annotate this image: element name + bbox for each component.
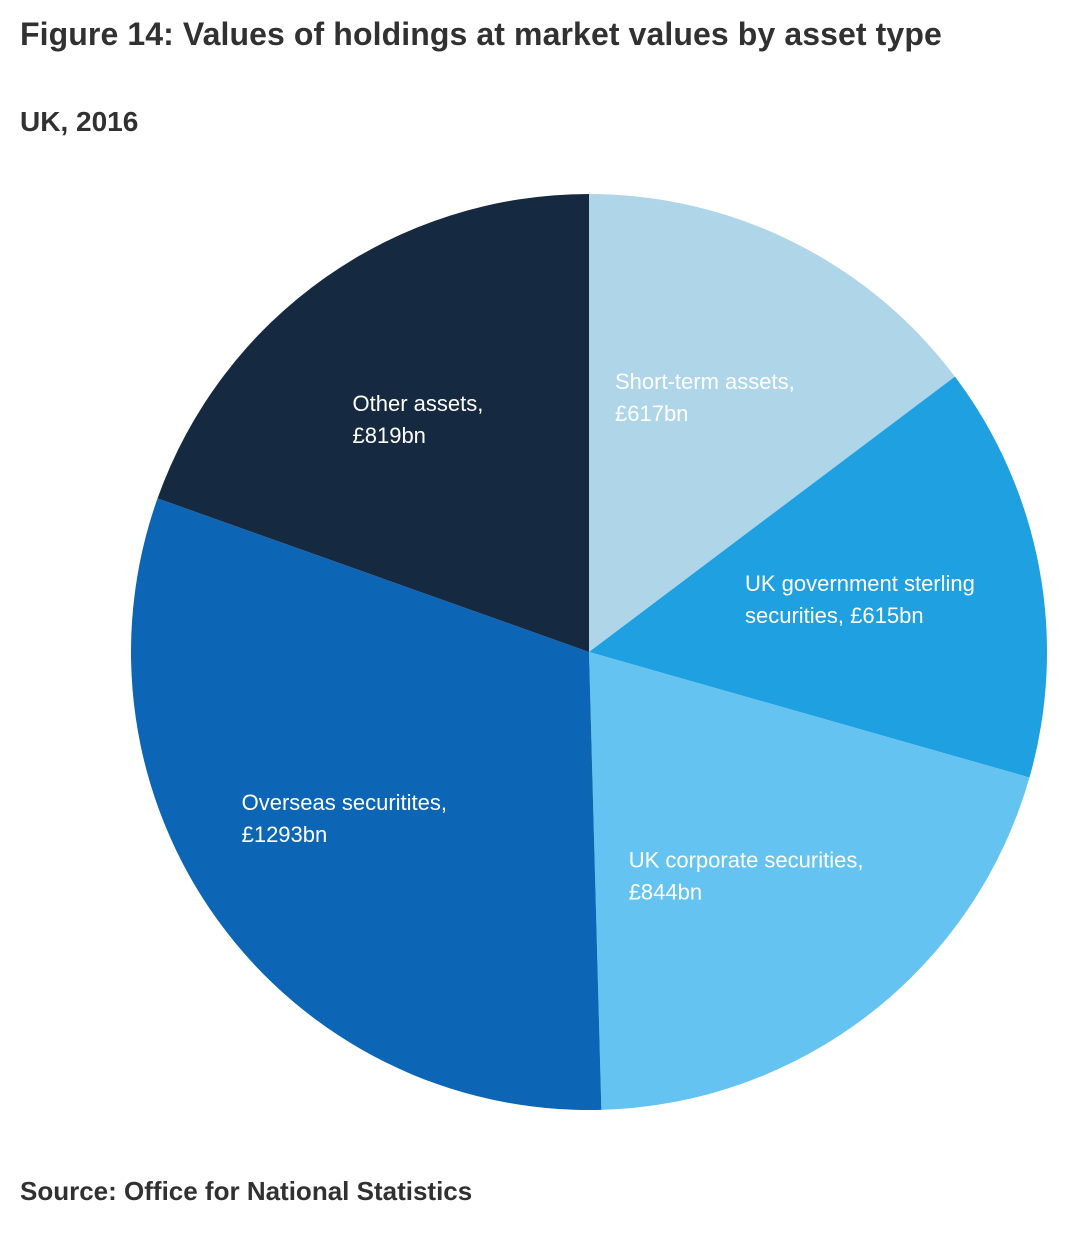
source-note: Source: Office for National Statistics	[20, 1176, 473, 1206]
pie-slice-other-assets	[157, 194, 589, 652]
pie-label-line: Overseas securitites,	[242, 790, 447, 815]
chart-subtitle: UK, 2016	[20, 106, 139, 137]
pie-slice-uk-government-sterling-securities	[589, 376, 1047, 778]
pie-label-line: UK government sterling	[745, 571, 975, 596]
pie-label-line: Short-term assets,	[615, 369, 795, 394]
pie-label-line: £1293bn	[242, 822, 328, 847]
pie-label-short-term-assets: Short-term assets, £617bn	[615, 369, 795, 426]
pie-label-line: £819bn	[353, 423, 426, 448]
pie-label-line: Other assets,	[353, 391, 484, 416]
pie-label-line: securities, £615bn	[745, 603, 924, 628]
pie-label-other-assets: Other assets, £819bn	[353, 391, 484, 448]
pie-chart: Short-term assets, £617bn UK government st…	[0, 150, 1092, 1150]
pie-label-line: £844bn	[629, 879, 702, 904]
pie-label-uk-corporate-securities: UK corporate securities, £844bn	[629, 847, 864, 904]
pie-label-line: UK corporate securities,	[629, 847, 864, 872]
pie-label-overseas-securitites: Overseas securitites, £1293bn	[242, 790, 447, 847]
pie-label-uk-government-sterling-securities: UK government sterling securities, £615bn	[745, 571, 975, 628]
pie-slice-short-term-assets	[589, 194, 955, 652]
chart-title: Figure 14: Values of holdings at market …	[20, 16, 942, 52]
pie-label-line: £617bn	[615, 401, 688, 426]
pie-chart-svg: Short-term assets, £617bn UK government st…	[130, 194, 1047, 1110]
pie-slice-uk-corporate-securities	[589, 652, 1030, 1110]
pie-slice-overseas-securitites	[130, 498, 602, 1110]
